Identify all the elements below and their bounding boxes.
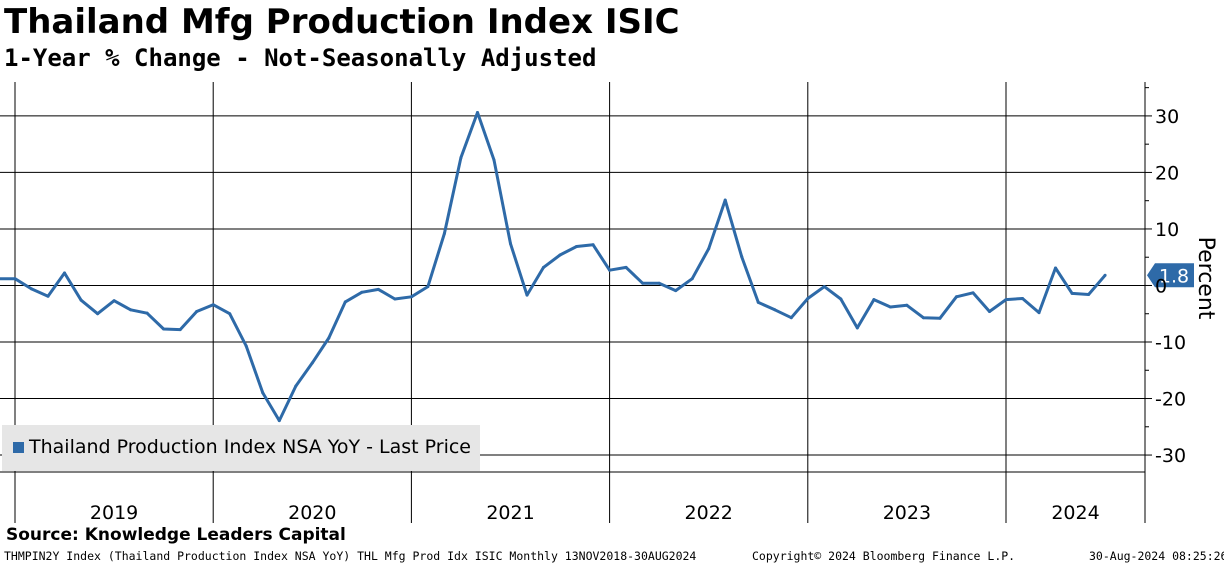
legend-label: Thailand Production Index NSA YoY - Last… bbox=[29, 436, 471, 458]
footer-info: THMPIN2Y Index (Thailand Production Inde… bbox=[4, 549, 697, 563]
data-point bbox=[228, 312, 232, 316]
data-point bbox=[145, 311, 149, 315]
data-point bbox=[707, 247, 711, 251]
data-point bbox=[872, 298, 876, 302]
data-point bbox=[13, 277, 17, 281]
y-tick-label: 20 bbox=[1155, 162, 1179, 184]
data-point bbox=[575, 244, 579, 248]
data-point bbox=[558, 253, 562, 257]
data-point bbox=[624, 265, 628, 269]
data-point bbox=[525, 293, 529, 297]
data-point bbox=[1054, 266, 1058, 270]
data-point bbox=[244, 344, 248, 348]
data-point bbox=[954, 295, 958, 299]
data-point bbox=[608, 268, 612, 272]
x-year-label: 2022 bbox=[685, 502, 733, 524]
data-point bbox=[178, 328, 182, 332]
data-point bbox=[1087, 293, 1091, 297]
data-point bbox=[542, 265, 546, 269]
y-axis-title: Percent bbox=[1193, 237, 1218, 320]
data-point bbox=[1021, 296, 1025, 300]
data-point bbox=[96, 312, 100, 316]
y-tick-label: 30 bbox=[1155, 106, 1179, 128]
data-point bbox=[971, 291, 975, 295]
x-year-label: 2023 bbox=[883, 502, 931, 524]
data-point bbox=[987, 309, 991, 313]
data-point bbox=[393, 297, 397, 301]
chart-subtitle: 1-Year % Change - Not-Seasonally Adjuste… bbox=[4, 44, 597, 72]
last-value-label: 1.8 bbox=[1159, 265, 1189, 287]
data-point bbox=[112, 299, 116, 303]
series-line bbox=[0, 111, 1107, 423]
data-point bbox=[46, 294, 50, 298]
data-point bbox=[723, 198, 727, 202]
data-point bbox=[657, 281, 661, 285]
data-point bbox=[888, 305, 892, 309]
data-point bbox=[129, 308, 133, 312]
data-point bbox=[905, 303, 909, 307]
x-year-label: 2021 bbox=[486, 502, 534, 524]
data-point bbox=[806, 296, 810, 300]
data-point bbox=[1070, 291, 1074, 295]
data-point bbox=[360, 290, 364, 294]
data-point bbox=[492, 158, 496, 162]
data-point bbox=[79, 298, 83, 302]
data-point bbox=[674, 289, 678, 293]
source-note: Source: Knowledge Leaders Capital bbox=[6, 525, 346, 545]
data-point bbox=[641, 281, 645, 285]
data-point bbox=[740, 255, 744, 259]
data-point bbox=[376, 287, 380, 291]
data-point bbox=[310, 361, 314, 365]
data-point bbox=[459, 156, 463, 160]
data-point bbox=[426, 285, 430, 289]
data-point bbox=[921, 316, 925, 320]
y-tick-label: 10 bbox=[1155, 219, 1179, 241]
data-point bbox=[442, 231, 446, 235]
data-point bbox=[822, 285, 826, 289]
y-tick-label: -30 bbox=[1155, 445, 1186, 467]
y-tick-label: -20 bbox=[1155, 389, 1186, 411]
legend-swatch bbox=[13, 442, 24, 453]
data-point bbox=[277, 419, 281, 423]
legend bbox=[2, 425, 480, 471]
data-point bbox=[162, 327, 166, 331]
data-point bbox=[938, 316, 942, 320]
footer-copyright: Copyright© 2024 Bloomberg Finance L.P. bbox=[752, 549, 1016, 563]
data-point bbox=[343, 300, 347, 304]
data-point bbox=[294, 384, 298, 388]
y-tick-label: -10 bbox=[1155, 332, 1186, 354]
data-point bbox=[409, 295, 413, 299]
data-point bbox=[195, 309, 199, 313]
data-point bbox=[855, 326, 859, 330]
data-point bbox=[591, 243, 595, 247]
data-point bbox=[63, 271, 67, 275]
data-point bbox=[789, 316, 793, 320]
axis-labels: -30 -20 -10 0 10 20 30 2019 2020 2021 2022 2023 2024… bbox=[90, 106, 1218, 524]
data-point bbox=[1037, 311, 1041, 315]
data-point bbox=[1004, 298, 1008, 302]
data-point bbox=[475, 111, 479, 115]
y-tick-label: 0 bbox=[1155, 275, 1167, 297]
footer-timestamp: 30-Aug-2024 08:25:26 bbox=[1089, 549, 1224, 563]
data-point bbox=[839, 297, 843, 301]
data-point bbox=[261, 391, 265, 395]
chart-title: Thailand Mfg Production Index ISIC bbox=[4, 2, 680, 42]
last-value-flag bbox=[1147, 263, 1194, 288]
axes bbox=[0, 82, 1152, 523]
x-year-label: 2020 bbox=[288, 502, 336, 524]
data-point bbox=[509, 242, 512, 246]
data-point bbox=[327, 336, 331, 340]
data-point bbox=[1103, 273, 1107, 277]
data-point bbox=[211, 303, 215, 307]
data-point bbox=[30, 287, 34, 291]
series-layer: 1.8 bbox=[0, 111, 1194, 423]
data-point bbox=[756, 300, 760, 304]
data-point bbox=[773, 308, 777, 312]
x-year-label: 2024 bbox=[1051, 502, 1099, 524]
x-year-label: 2019 bbox=[90, 502, 138, 524]
data-point bbox=[690, 277, 694, 281]
